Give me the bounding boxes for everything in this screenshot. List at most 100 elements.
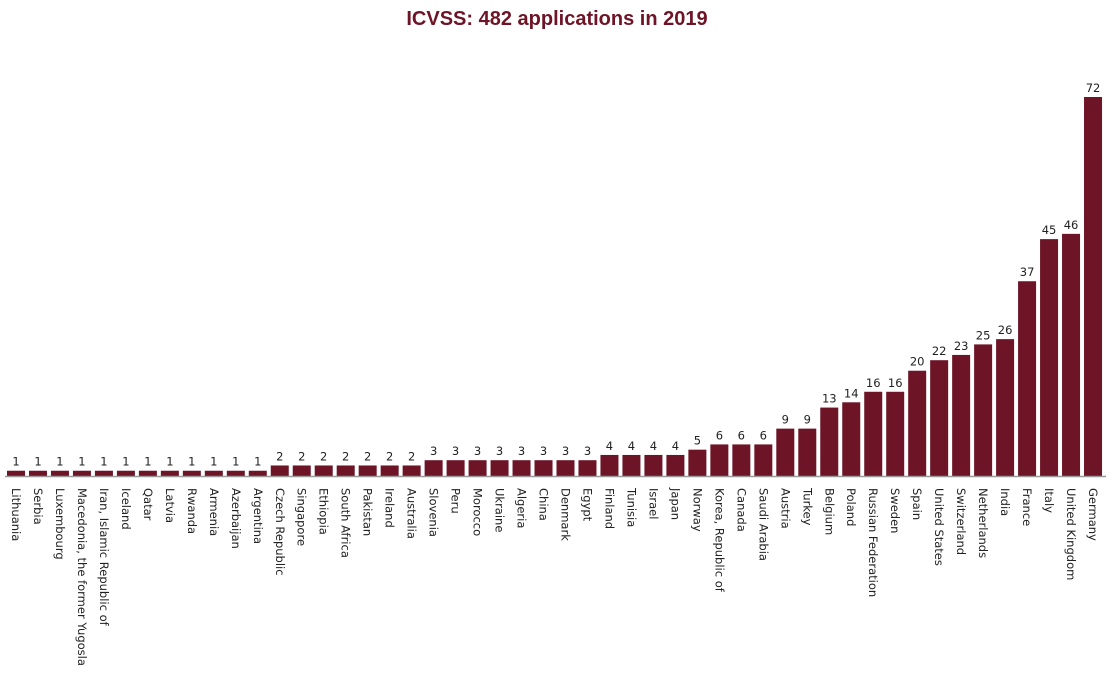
bar [138,470,157,476]
data-label: 1 [78,455,85,469]
data-label: 3 [430,444,437,458]
x-tick-label: Lithuania [9,488,23,541]
x-tick-label: Singapore [295,488,309,546]
bar [7,470,25,476]
x-tick-label: Macedonia, the former Yugosla [75,488,89,666]
bar [380,465,399,476]
bar [94,470,113,476]
x-tick-label: Japan [668,487,682,520]
data-label: 37 [1020,265,1035,279]
x-tick-label: Russian Federation [866,488,880,597]
x-tick-label: Iceland [119,488,133,530]
bar [50,470,69,476]
x-tick-label: Israel [646,488,660,519]
data-label: 2 [408,449,415,463]
x-tick-label: Spain [910,488,924,520]
data-label: 26 [998,323,1013,337]
bar [1084,97,1103,476]
data-label: 1 [122,455,129,469]
bar [248,470,267,476]
x-tick-label: Norway [690,488,704,532]
bar [424,460,443,476]
data-label: 23 [954,339,969,353]
x-tick-label: Ukraine [493,488,507,532]
bar [996,339,1015,476]
x-tick-label: Sweden [888,488,902,533]
x-tick-label: Algeria [515,488,529,528]
bar [204,470,223,476]
x-tick-label: Netherlands [976,488,990,558]
data-label: 4 [606,439,613,453]
data-label: 46 [1064,218,1079,232]
bar [886,391,905,476]
bar [336,465,355,476]
data-label: 1 [232,455,239,469]
x-tick-label: Ethiopia [317,488,331,535]
data-label: 1 [144,455,151,469]
data-label: 1 [210,455,217,469]
x-tick-label: Rwanda [185,488,199,534]
data-label: 16 [888,376,903,390]
x-tick-label: Qatar [141,488,155,521]
x-tick-label: Egypt [580,488,594,522]
bar [512,460,531,476]
x-tick-label: Italy [1042,488,1056,513]
bar [226,470,245,476]
bar [688,449,707,476]
x-tick-label: Finland [602,488,616,529]
data-label: 16 [866,376,881,390]
data-label: 9 [804,413,811,427]
data-label: 3 [452,444,459,458]
bar [1018,281,1037,476]
data-label: 1 [34,455,41,469]
data-label: 2 [364,449,371,463]
x-tick-label: France [1020,488,1034,526]
data-label: 3 [540,444,547,458]
bar [1040,239,1059,476]
x-tick-label: Slovenia [427,488,441,537]
data-label: 3 [496,444,503,458]
bar [72,470,91,476]
data-label: 2 [298,449,305,463]
bar [930,360,949,476]
bar [666,454,685,476]
bar [710,444,729,476]
x-tick-label: United Kingdom [1064,488,1078,580]
data-label: 1 [254,455,261,469]
bar [446,460,465,476]
data-label: 45 [1042,223,1057,237]
x-tick-label: Tunisia [624,487,638,527]
x-tick-label: Czech Republic [273,488,287,576]
data-label: 4 [650,439,657,453]
bar [622,454,641,476]
x-tick-label: Peru [449,488,463,514]
bar [292,465,311,476]
bar [314,465,333,476]
x-tick-label: Saudi Arabia [756,488,770,561]
data-label: 3 [518,444,525,458]
bar [600,454,619,476]
data-label: 4 [672,439,679,453]
bar [974,344,993,476]
data-label: 2 [320,449,327,463]
data-label: 3 [584,444,591,458]
bar [952,354,971,476]
bar [270,465,289,476]
bar [1062,233,1081,476]
bar [490,460,509,476]
data-label: 22 [932,344,947,358]
bar [842,402,861,476]
data-label: 5 [694,434,701,448]
data-label: 2 [386,449,393,463]
data-label: 14 [844,386,859,400]
data-label: 1 [166,455,173,469]
x-tick-label: Belgium [822,488,836,535]
data-label: 20 [910,355,925,369]
x-tick-label: Poland [844,488,858,526]
x-tick-label: Argentina [251,488,265,544]
data-label: 13 [822,392,837,406]
data-label: 3 [474,444,481,458]
data-label: 2 [342,449,349,463]
chart-title: ICVSS: 482 applications in 2019 [406,8,708,30]
